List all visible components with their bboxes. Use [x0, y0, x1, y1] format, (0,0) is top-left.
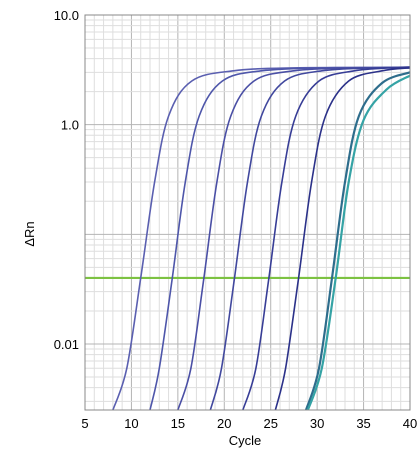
y-tick-label: 0.01	[54, 337, 79, 352]
x-tick-label: 10	[124, 416, 138, 431]
amplification-curve-4	[209, 66, 410, 410]
amplification-curve-8	[306, 74, 410, 410]
amplification-curve-1	[112, 66, 410, 410]
series-layer	[112, 66, 410, 410]
x-tick-label: 30	[310, 416, 324, 431]
y-tick-labels: 10.0 1.0 0.01	[54, 8, 79, 352]
plot-frame	[84, 14, 411, 411]
x-tick-label: 20	[217, 416, 231, 431]
x-axis-title: Cycle	[229, 433, 262, 448]
y-tick-label: 10.0	[54, 8, 79, 23]
x-tick-label: 15	[171, 416, 185, 431]
x-tick-labels: 5 10 15 20 25 30 35 40	[81, 416, 417, 431]
amplification-curve-6	[274, 67, 410, 410]
amplification-curve-3	[177, 66, 410, 410]
y-tick-label: 1.0	[61, 118, 79, 133]
x-tick-label: 25	[263, 416, 277, 431]
x-tick-label: 5	[81, 416, 88, 431]
amplification-curve-7	[304, 71, 410, 410]
amplification-curve-5	[242, 66, 410, 410]
x-tick-label: 40	[403, 416, 417, 431]
x-tick-label: 35	[356, 416, 370, 431]
amplification-curve-2	[149, 66, 410, 410]
y-axis-title: ΔRn	[22, 221, 37, 246]
